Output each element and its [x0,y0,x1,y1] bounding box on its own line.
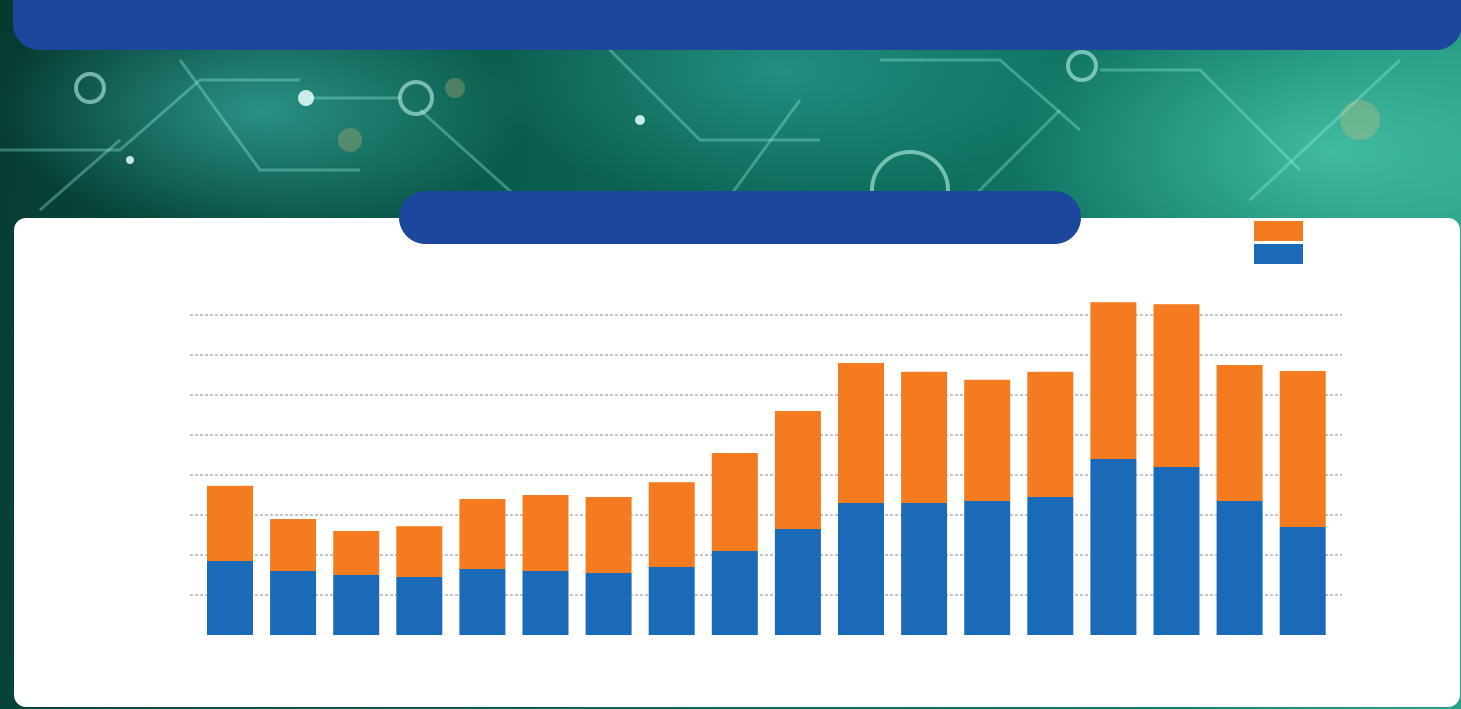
bar-blue-5 [459,569,506,635]
bar-blue-8 [648,567,695,635]
bar-blue-16 [1153,467,1200,635]
header-banner [13,0,1461,50]
bars [207,302,1326,635]
bar-orange-10 [774,411,821,529]
bar-orange-15 [1090,302,1137,459]
bar-orange-16 [1153,304,1200,467]
bar-orange-9 [711,453,758,551]
legend-swatch-blue [1254,244,1303,264]
bar-orange-4 [396,526,443,577]
bar-orange-17 [1216,365,1263,501]
bar-blue-18 [1279,527,1326,635]
bar-orange-1 [207,485,253,561]
bar-blue-3 [333,575,380,635]
bar-orange-3 [333,531,380,575]
bar-orange-12 [901,371,948,503]
bar-orange-5 [459,499,506,569]
legend-item-series-1 [1254,244,1311,264]
legend-item-series-2 [1254,221,1311,241]
bar-blue-1 [207,561,253,635]
bar-blue-12 [901,503,948,635]
bar-orange-6 [522,495,569,571]
bar-blue-11 [838,503,884,635]
bar-orange-2 [270,519,317,571]
bar-blue-2 [270,571,317,635]
grid-lines [190,314,1342,596]
bar-blue-13 [964,501,1011,635]
bar-blue-14 [1027,497,1074,635]
chart-title-banner [399,191,1081,244]
bar-blue-17 [1216,501,1263,635]
bar-orange-11 [838,363,884,503]
bar-blue-9 [711,551,758,635]
bar-orange-13 [964,379,1011,501]
bar-orange-14 [1027,371,1074,497]
bar-blue-15 [1090,459,1137,635]
bar-orange-7 [585,497,632,573]
bar-orange-18 [1279,371,1326,527]
bar-blue-4 [396,577,443,635]
bar-blue-10 [774,529,821,635]
bar-orange-8 [648,482,695,567]
bar-blue-7 [585,573,632,635]
legend-swatch-orange [1254,221,1303,241]
bar-blue-6 [522,571,569,635]
chart-legend [1254,221,1311,267]
